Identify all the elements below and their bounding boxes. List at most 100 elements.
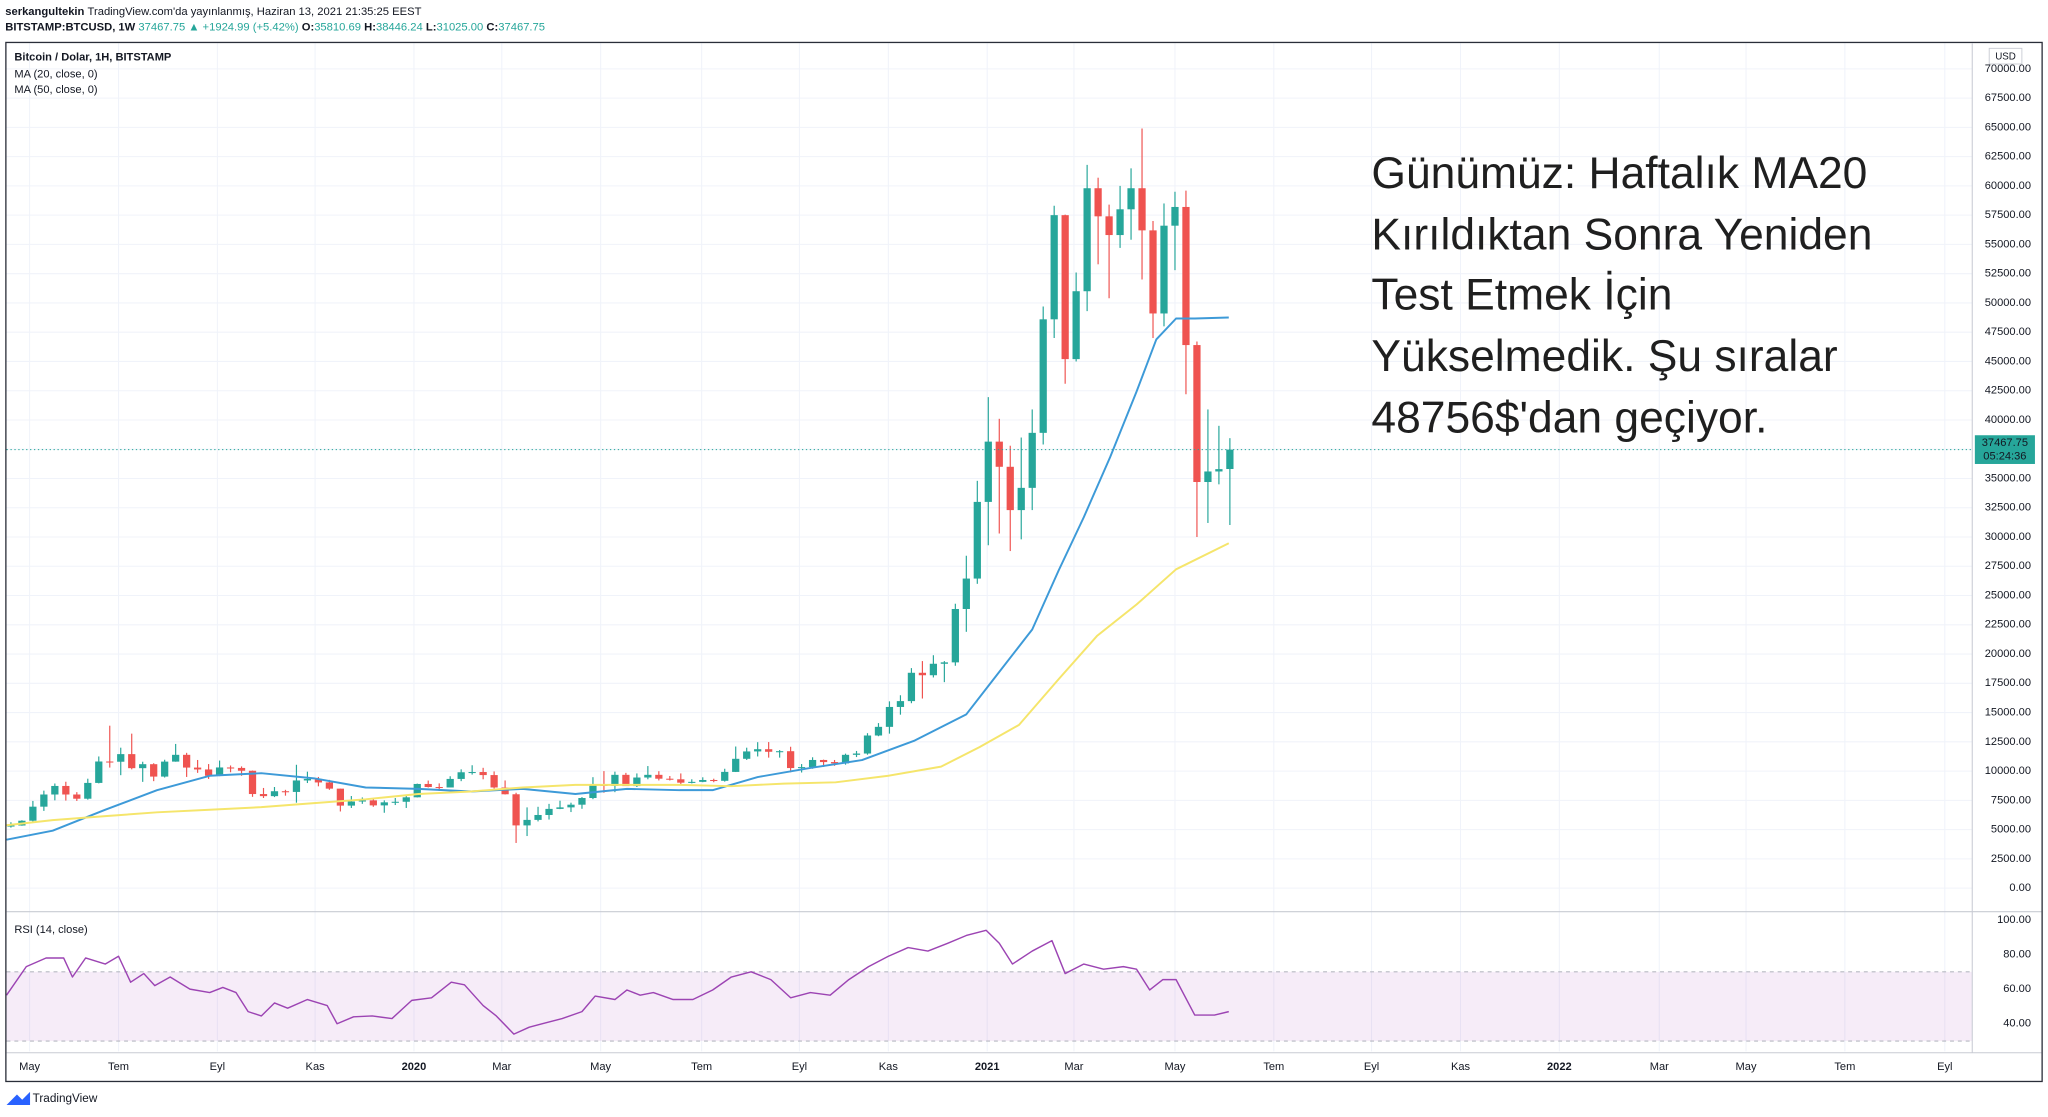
x-tick-label: Kas (1451, 1061, 1471, 1073)
candle-body (325, 782, 334, 789)
annotation-line: 48756$'dan geçiyor. (1371, 393, 1767, 442)
candle-body (1149, 230, 1157, 314)
header-line: serkangultekin TradingView.com'da yayınl… (5, 6, 421, 18)
candle-body (193, 767, 202, 770)
y-tick-label: 65000.00 (1985, 121, 2031, 133)
candle-body (237, 767, 246, 771)
candle-body (721, 771, 729, 781)
author: serkangultekin (5, 6, 84, 18)
y-tick-label: 27500.00 (1985, 560, 2031, 572)
candle-body (874, 726, 883, 736)
candle-body (743, 751, 751, 759)
candle-body (852, 753, 861, 755)
candle-body (786, 751, 795, 769)
y-tick-label: 57500.00 (1985, 209, 2031, 221)
y-tick-label: 15000.00 (1985, 707, 2031, 719)
candle-body (578, 798, 586, 805)
candle-body (973, 501, 981, 579)
candle-body (84, 782, 92, 799)
x-tick-label: Tem (1263, 1061, 1284, 1073)
candle-body (819, 759, 828, 763)
candle-body (248, 770, 257, 795)
ohlc-value: 31025.00 (436, 21, 483, 33)
y-tick-label: 20000.00 (1985, 648, 2031, 660)
candle-body (556, 807, 564, 809)
indicator-title: RSI (14, close) (14, 924, 87, 936)
candle-body (1039, 319, 1047, 433)
x-tick-label: Tem (1834, 1061, 1855, 1073)
rsi-band (6, 971, 1973, 1042)
x-tick-label: Eyl (1364, 1061, 1379, 1073)
x-tick-label: Tem (108, 1061, 129, 1073)
candle-body (797, 767, 806, 769)
last-price: 37467.75 (138, 21, 185, 33)
candle-body (776, 751, 784, 753)
y-tick-label: 40000.00 (1985, 414, 2031, 426)
candle-body (150, 764, 158, 777)
y-tick-label: 67500.00 (1985, 92, 2031, 104)
candle-body (1028, 432, 1036, 488)
candle-body (413, 783, 421, 798)
y-tick-label: 62500.00 (1985, 151, 2031, 163)
candle-body (106, 761, 114, 763)
y-tick-label: 100.00 (1997, 914, 2031, 926)
candle-body (929, 663, 938, 676)
annotation-line: Yükselmedik. Şu sıralar (1371, 332, 1837, 381)
ohlc-value: 38446.24 (376, 21, 423, 33)
y-tick-label: 40.00 (2003, 1018, 2031, 1030)
axes: USD Bitcoin / Dolar, 1H, BITSTAMP MA (20… (5, 41, 2043, 1083)
candle-body (435, 787, 443, 789)
x-tick-label: May (1736, 1061, 1757, 1073)
candle-body (1127, 188, 1135, 210)
annotation: Günümüz: Haftalık MA20 Kırıldıktan Sonra… (1371, 149, 1872, 442)
candle-body (655, 774, 663, 779)
y-tick-label: 45000.00 (1985, 355, 2031, 367)
moving-average-line (6, 542, 1230, 827)
candle-body (1061, 215, 1069, 360)
published: TradingView.com'da yayınlanmış, Haziran … (88, 6, 422, 18)
candle-body (424, 783, 432, 788)
candle-body (1193, 345, 1201, 483)
candle-body (962, 578, 970, 609)
x-tick-label: May (1164, 1061, 1185, 1073)
candle-body (1160, 225, 1168, 314)
candle-body (1083, 188, 1091, 292)
currency-box (1988, 47, 2023, 65)
y-tick-label: 2500.00 (1991, 853, 2031, 865)
candle-body (1017, 487, 1025, 511)
x-tick-label: Eyl (1937, 1061, 1952, 1073)
x-tick-label: Eyl (792, 1061, 807, 1073)
ohlc-value: 35810.69 (314, 21, 361, 33)
candle-body (918, 672, 927, 676)
y-tick-label: 17500.00 (1985, 677, 2031, 689)
chart-title: Bitcoin / Dolar, 1H, BITSTAMP (14, 51, 172, 63)
candle-body (1138, 188, 1146, 231)
candle-body (644, 774, 652, 778)
candle-body (314, 778, 323, 783)
candle-body (226, 767, 235, 769)
candle-body (95, 761, 103, 783)
candle-body (281, 791, 290, 793)
candle-body (589, 784, 597, 799)
countdown: 05:24:36 (1983, 451, 2026, 463)
x-tick-label: Eyl (210, 1061, 225, 1073)
candle-body (1204, 471, 1212, 483)
candle-body (1006, 466, 1014, 511)
candle-body (1094, 188, 1102, 217)
candle-body (369, 800, 377, 806)
candle-body (808, 759, 817, 768)
candle-body (677, 779, 685, 783)
symbol-line: BITSTAMP:BTCUSD, 1W 37467.75 ▲ +1924.99 … (5, 21, 545, 33)
candle-body (73, 794, 81, 799)
candle-body (567, 804, 575, 808)
candle-body (1116, 209, 1124, 236)
legend-entry: MA (20, close, 0) (14, 68, 97, 80)
x-tick-label: Kas (306, 1061, 326, 1073)
y-tick-label: 22500.00 (1985, 619, 2031, 631)
candle-body (336, 788, 344, 806)
y-tick-label: 5000.00 (1991, 824, 2031, 836)
y-tick-label: 7500.00 (1991, 794, 2031, 806)
y-tick-label: 55000.00 (1985, 238, 2031, 250)
